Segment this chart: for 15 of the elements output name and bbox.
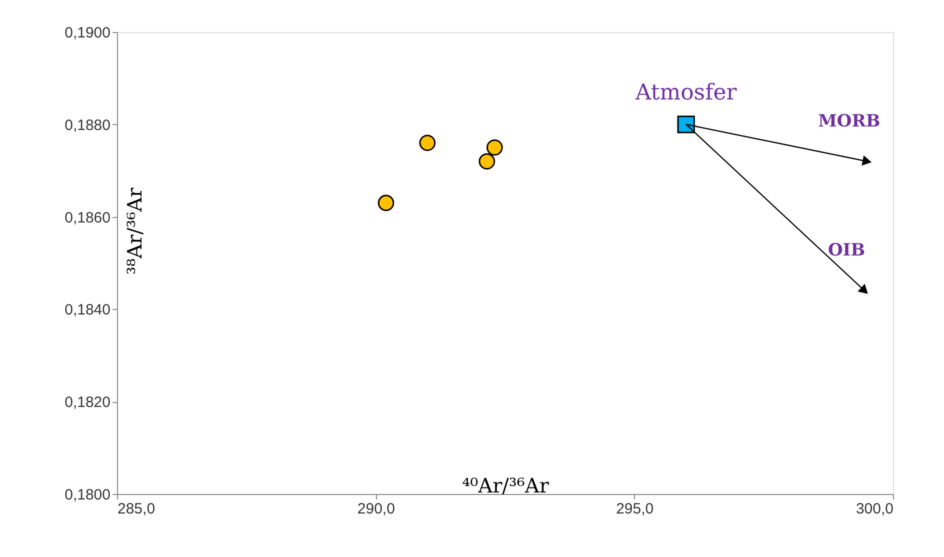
x-tick-label: 300,0	[856, 500, 894, 518]
y-tick-label: 0,1800	[64, 486, 110, 504]
series-label: OIB	[828, 240, 866, 261]
series-label: Atmosfer	[634, 80, 738, 106]
y-tick-label: 0,1860	[64, 209, 110, 226]
x-tick-label: 295,0	[616, 500, 654, 518]
y-tick-label: 0,1820	[64, 394, 110, 412]
y-tick-label: 0,1900	[64, 24, 110, 42]
y-tick-label: 0,1840	[64, 302, 110, 319]
x-tick-label: 285,0	[118, 500, 156, 518]
y-tick-label: 0,1880	[64, 116, 110, 134]
x-tick-label: 290,0	[357, 500, 395, 518]
y-axis-title: ³⁸Ar/³⁶Ar	[122, 187, 146, 275]
x-axis-title: ⁴⁰Ar/³⁶Ar	[462, 474, 550, 498]
series-label: MORB	[818, 111, 880, 132]
